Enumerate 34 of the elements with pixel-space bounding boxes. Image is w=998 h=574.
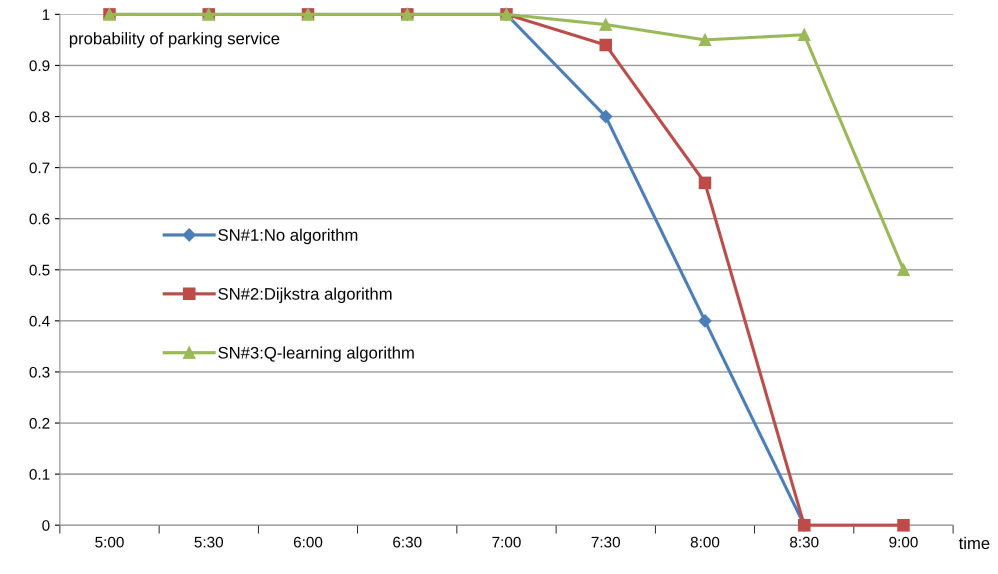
y-tick-label: 0.2 <box>30 418 50 429</box>
x-tick-label: 6:30 <box>393 536 422 548</box>
point <box>698 314 712 328</box>
y-tick-label: 0.6 <box>30 214 50 224</box>
point <box>698 176 712 190</box>
x-tick-label: 7:00 <box>492 536 521 548</box>
y-tick-label: 1 <box>42 9 50 20</box>
x-tick-label: 8:30 <box>790 536 818 548</box>
y-tick-label: 0.8 <box>30 111 50 122</box>
legend-label: SN#3:Q-learning algorithm <box>218 346 414 362</box>
x-tick-label: 5:30 <box>194 536 224 548</box>
y-tick-label: 0 <box>42 520 50 531</box>
legend-label: SN#2:Dijkstra algorithm <box>218 288 392 304</box>
point <box>897 264 910 276</box>
y-axis-title: probability of parking service <box>70 32 280 48</box>
y-tick-label: 0.9 <box>30 60 50 72</box>
point <box>698 34 712 46</box>
point <box>599 18 612 31</box>
legend-label: SN#1:No algorithm <box>218 228 358 244</box>
y-tick-label: 0.3 <box>30 366 50 378</box>
point <box>798 28 810 42</box>
x-tick-label: 8:00 <box>690 536 720 548</box>
x-tick-label: 5:00 <box>95 536 124 548</box>
point <box>599 38 612 52</box>
y-tick-label: 0.7 <box>30 162 50 174</box>
y-tick-label: 0.5 <box>30 264 50 276</box>
x-tick-label: 6:00 <box>294 536 322 548</box>
y-tick-label: 0.1 <box>30 468 50 480</box>
point <box>599 110 612 124</box>
x-tick-label: 9:00 <box>889 536 918 548</box>
point <box>897 518 910 532</box>
y-tick-label: 0.4 <box>30 316 50 327</box>
x-axis-title: time <box>958 536 990 550</box>
x-tick-label: 7:30 <box>592 536 620 548</box>
